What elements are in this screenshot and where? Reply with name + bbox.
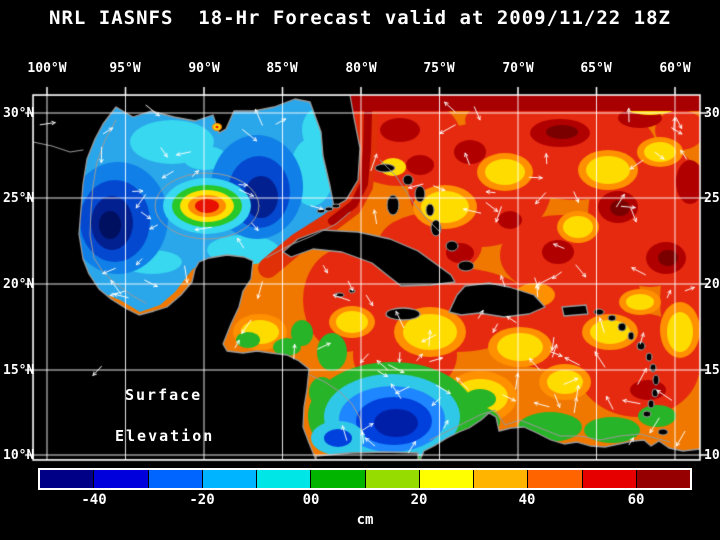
page-title: NRL IASNFS 18-Hr Forecast valid at 2009/… xyxy=(49,7,671,29)
lon-label-80w: 80°W xyxy=(345,61,377,76)
colorbar-segment-0 xyxy=(40,470,95,488)
colorbar-segment-1 xyxy=(94,470,149,488)
lon-label-60w: 60°W xyxy=(659,61,691,76)
lat-label-right-20n: 20°N xyxy=(704,277,720,292)
colorbar-segment-8 xyxy=(474,470,529,488)
colorbar-segment-2 xyxy=(148,470,203,488)
colorbar-tick-neg40: -40 xyxy=(81,492,107,508)
colorbar-tick-40: 40 xyxy=(518,492,536,508)
lon-label-75w: 75°W xyxy=(423,61,455,76)
lat-label-right-10n: 10°N xyxy=(704,448,720,463)
colorbar-segment-11 xyxy=(636,470,690,488)
colorbar xyxy=(38,468,692,490)
colorbar-tick-zero: 00 xyxy=(302,492,320,508)
lat-label-right-25n: 25°N xyxy=(704,191,720,206)
colorbar-segment-4 xyxy=(257,470,312,488)
lat-label-right-15n: 15°N xyxy=(704,363,720,378)
lon-label-100w: 100°W xyxy=(27,61,67,76)
lat-label-left-15n: 15°N xyxy=(3,363,35,378)
colorbar-segment-3 xyxy=(202,470,257,488)
lon-label-70w: 70°W xyxy=(502,61,534,76)
lon-label-95w: 95°W xyxy=(109,61,141,76)
colorbar-tick-60: 60 xyxy=(627,492,645,508)
lon-label-85w: 85°W xyxy=(266,61,298,76)
colorbar-segment-10 xyxy=(582,470,637,488)
colorbar-tick-20: 20 xyxy=(410,492,428,508)
lat-label-left-30n: 30°N xyxy=(3,106,35,121)
field-label-line2: Elevation xyxy=(115,427,215,445)
lat-label-left-10n: 10°N xyxy=(3,448,35,463)
colorbar-unit-label: cm xyxy=(356,512,374,528)
colorbar-segment-5 xyxy=(311,470,366,488)
colorbar-segment-7 xyxy=(419,470,474,488)
colorbar-segment-6 xyxy=(365,470,420,488)
lon-label-65w: 65°W xyxy=(580,61,612,76)
lon-label-90w: 90°W xyxy=(188,61,220,76)
lat-label-right-30n: 30°N xyxy=(704,106,720,121)
field-label-line1: Surface xyxy=(125,386,203,404)
lat-label-left-25n: 25°N xyxy=(3,191,35,206)
colorbar-tick-neg20: -20 xyxy=(189,492,215,508)
lat-label-left-20n: 20°N xyxy=(3,277,35,292)
colorbar-segment-9 xyxy=(528,470,583,488)
